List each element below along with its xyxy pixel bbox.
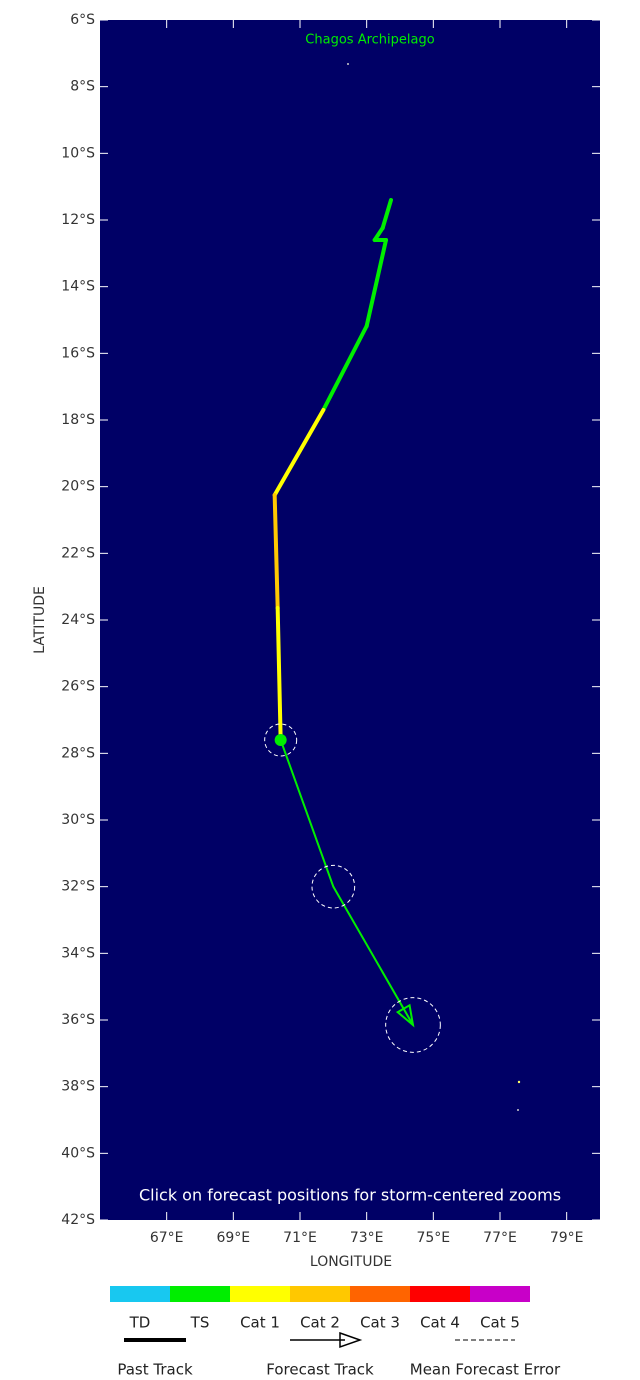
legend-category: Cat 2	[300, 1314, 340, 1332]
x-tick-label: 71°E	[283, 1230, 317, 1246]
y-tick-label: 22°S	[61, 545, 95, 561]
legend-label: Past Track	[117, 1361, 193, 1379]
x-tick-label: 67°E	[150, 1230, 184, 1246]
x-tick-label: 75°E	[416, 1230, 450, 1246]
past-track-segment	[380, 198, 393, 230]
forecast-error-circle[interactable]	[311, 864, 356, 909]
y-tick-label: 10°S	[61, 145, 95, 161]
y-axis-label: LATITUDE	[32, 586, 48, 654]
y-tick-label: 32°S	[61, 879, 95, 895]
x-tick-label: 79°E	[550, 1230, 584, 1246]
forecast-arrowhead	[395, 1003, 415, 1028]
place-label: Chagos Archipelago	[305, 33, 434, 48]
y-tick-label: 6°S	[70, 12, 95, 28]
legend-category: TS	[190, 1314, 210, 1332]
legend-swatch	[410, 1286, 470, 1302]
island	[517, 1080, 521, 1084]
forecast-track	[279, 739, 414, 1026]
past-track-segment	[272, 493, 280, 610]
past-track-segment	[321, 324, 369, 412]
y-tick-label: 30°S	[61, 812, 95, 828]
y-tick-label: 38°S	[61, 1079, 95, 1095]
x-tick-label: 73°E	[350, 1230, 384, 1246]
legend-category: TD	[129, 1314, 151, 1332]
current-position[interactable]	[274, 734, 287, 746]
y-tick-label: 26°S	[61, 679, 95, 695]
past-track-segment	[275, 606, 283, 742]
map-note[interactable]: Click on forecast positions for storm-ce…	[139, 1186, 561, 1205]
x-tick-label: 77°E	[483, 1230, 517, 1246]
y-tick-label: 20°S	[61, 479, 95, 495]
legend-label: Mean Forecast Error	[410, 1361, 561, 1379]
y-tick-label: 36°S	[61, 1012, 95, 1028]
y-tick-label: 8°S	[70, 79, 95, 95]
forecast-track-legend-arrow	[339, 1331, 363, 1349]
legend-swatch	[470, 1286, 530, 1302]
y-tick-label: 42°S	[61, 1212, 95, 1228]
island	[347, 63, 349, 65]
ocean	[100, 20, 600, 1220]
forecast-error-circle[interactable]	[264, 723, 298, 757]
y-tick-label: 24°S	[61, 612, 95, 628]
legend-category: Cat 5	[480, 1314, 520, 1332]
past-track-segment	[364, 238, 388, 328]
y-tick-label: 12°S	[61, 212, 95, 228]
legend-swatch	[170, 1286, 230, 1302]
past-track-segment	[272, 408, 326, 497]
y-tick-label: 18°S	[61, 412, 95, 428]
x-axis-label: LONGITUDE	[310, 1254, 392, 1270]
island	[517, 1109, 519, 1111]
y-tick-label: 40°S	[61, 1145, 95, 1161]
y-tick-label: 14°S	[61, 279, 95, 295]
legend-category: Cat 1	[240, 1314, 280, 1332]
y-tick-label: 16°S	[61, 345, 95, 361]
y-tick-label: 28°S	[61, 745, 95, 761]
legend-swatch	[110, 1286, 170, 1302]
x-tick-label: 69°E	[216, 1230, 250, 1246]
legend-category: Cat 3	[360, 1314, 400, 1332]
legend-swatch	[230, 1286, 290, 1302]
legend-swatch	[290, 1286, 350, 1302]
y-tick-label: 34°S	[61, 945, 95, 961]
legend-label: Forecast Track	[266, 1361, 374, 1379]
legend-swatch	[350, 1286, 410, 1302]
legend-category: Cat 4	[420, 1314, 460, 1332]
forecast-error-circle[interactable]	[385, 997, 441, 1053]
